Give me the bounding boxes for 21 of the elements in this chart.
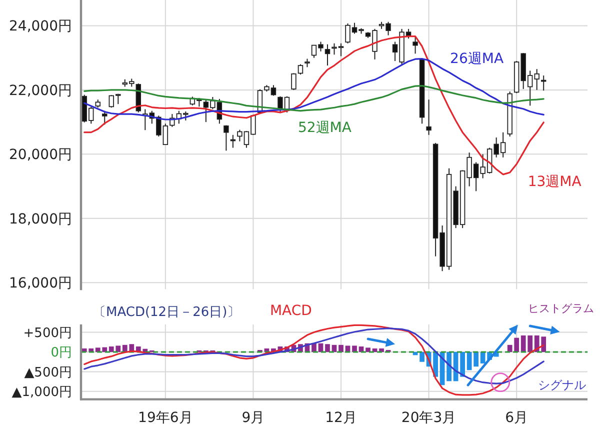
y-tick-label: 16,000円 (9, 276, 72, 292)
series-label: シグナル (538, 378, 586, 392)
series-label: 13週MA (528, 174, 582, 190)
x-tick-label: 6月 (505, 410, 528, 426)
y-tick-label: +500円 (23, 326, 72, 341)
y-tick-label: 20,000円 (9, 147, 72, 164)
y-tick-label: 22,000円 (9, 82, 72, 99)
series-label: MACD (270, 303, 312, 319)
y-tick-label: 0円 (50, 346, 72, 361)
y-tick-label: ▲500円 (24, 365, 72, 380)
y-tick-label: ▲1,000円 (12, 385, 72, 400)
series-label: 52週MA (298, 120, 352, 136)
series-label: ヒストグラム (528, 302, 594, 315)
x-tick-label: 19年6月 (138, 410, 193, 426)
series-label: 26週MA (450, 50, 504, 67)
y-tick-label: 24,000円 (9, 18, 72, 35)
x-tick-label: 9月 (242, 410, 265, 426)
y-tick-label: 18,000円 (9, 211, 72, 228)
x-tick-label: 12月 (325, 410, 357, 426)
chart-title: 〔MACD(12日－26日)〕 (93, 305, 240, 320)
x-tick-label: 20年3月 (401, 410, 456, 426)
